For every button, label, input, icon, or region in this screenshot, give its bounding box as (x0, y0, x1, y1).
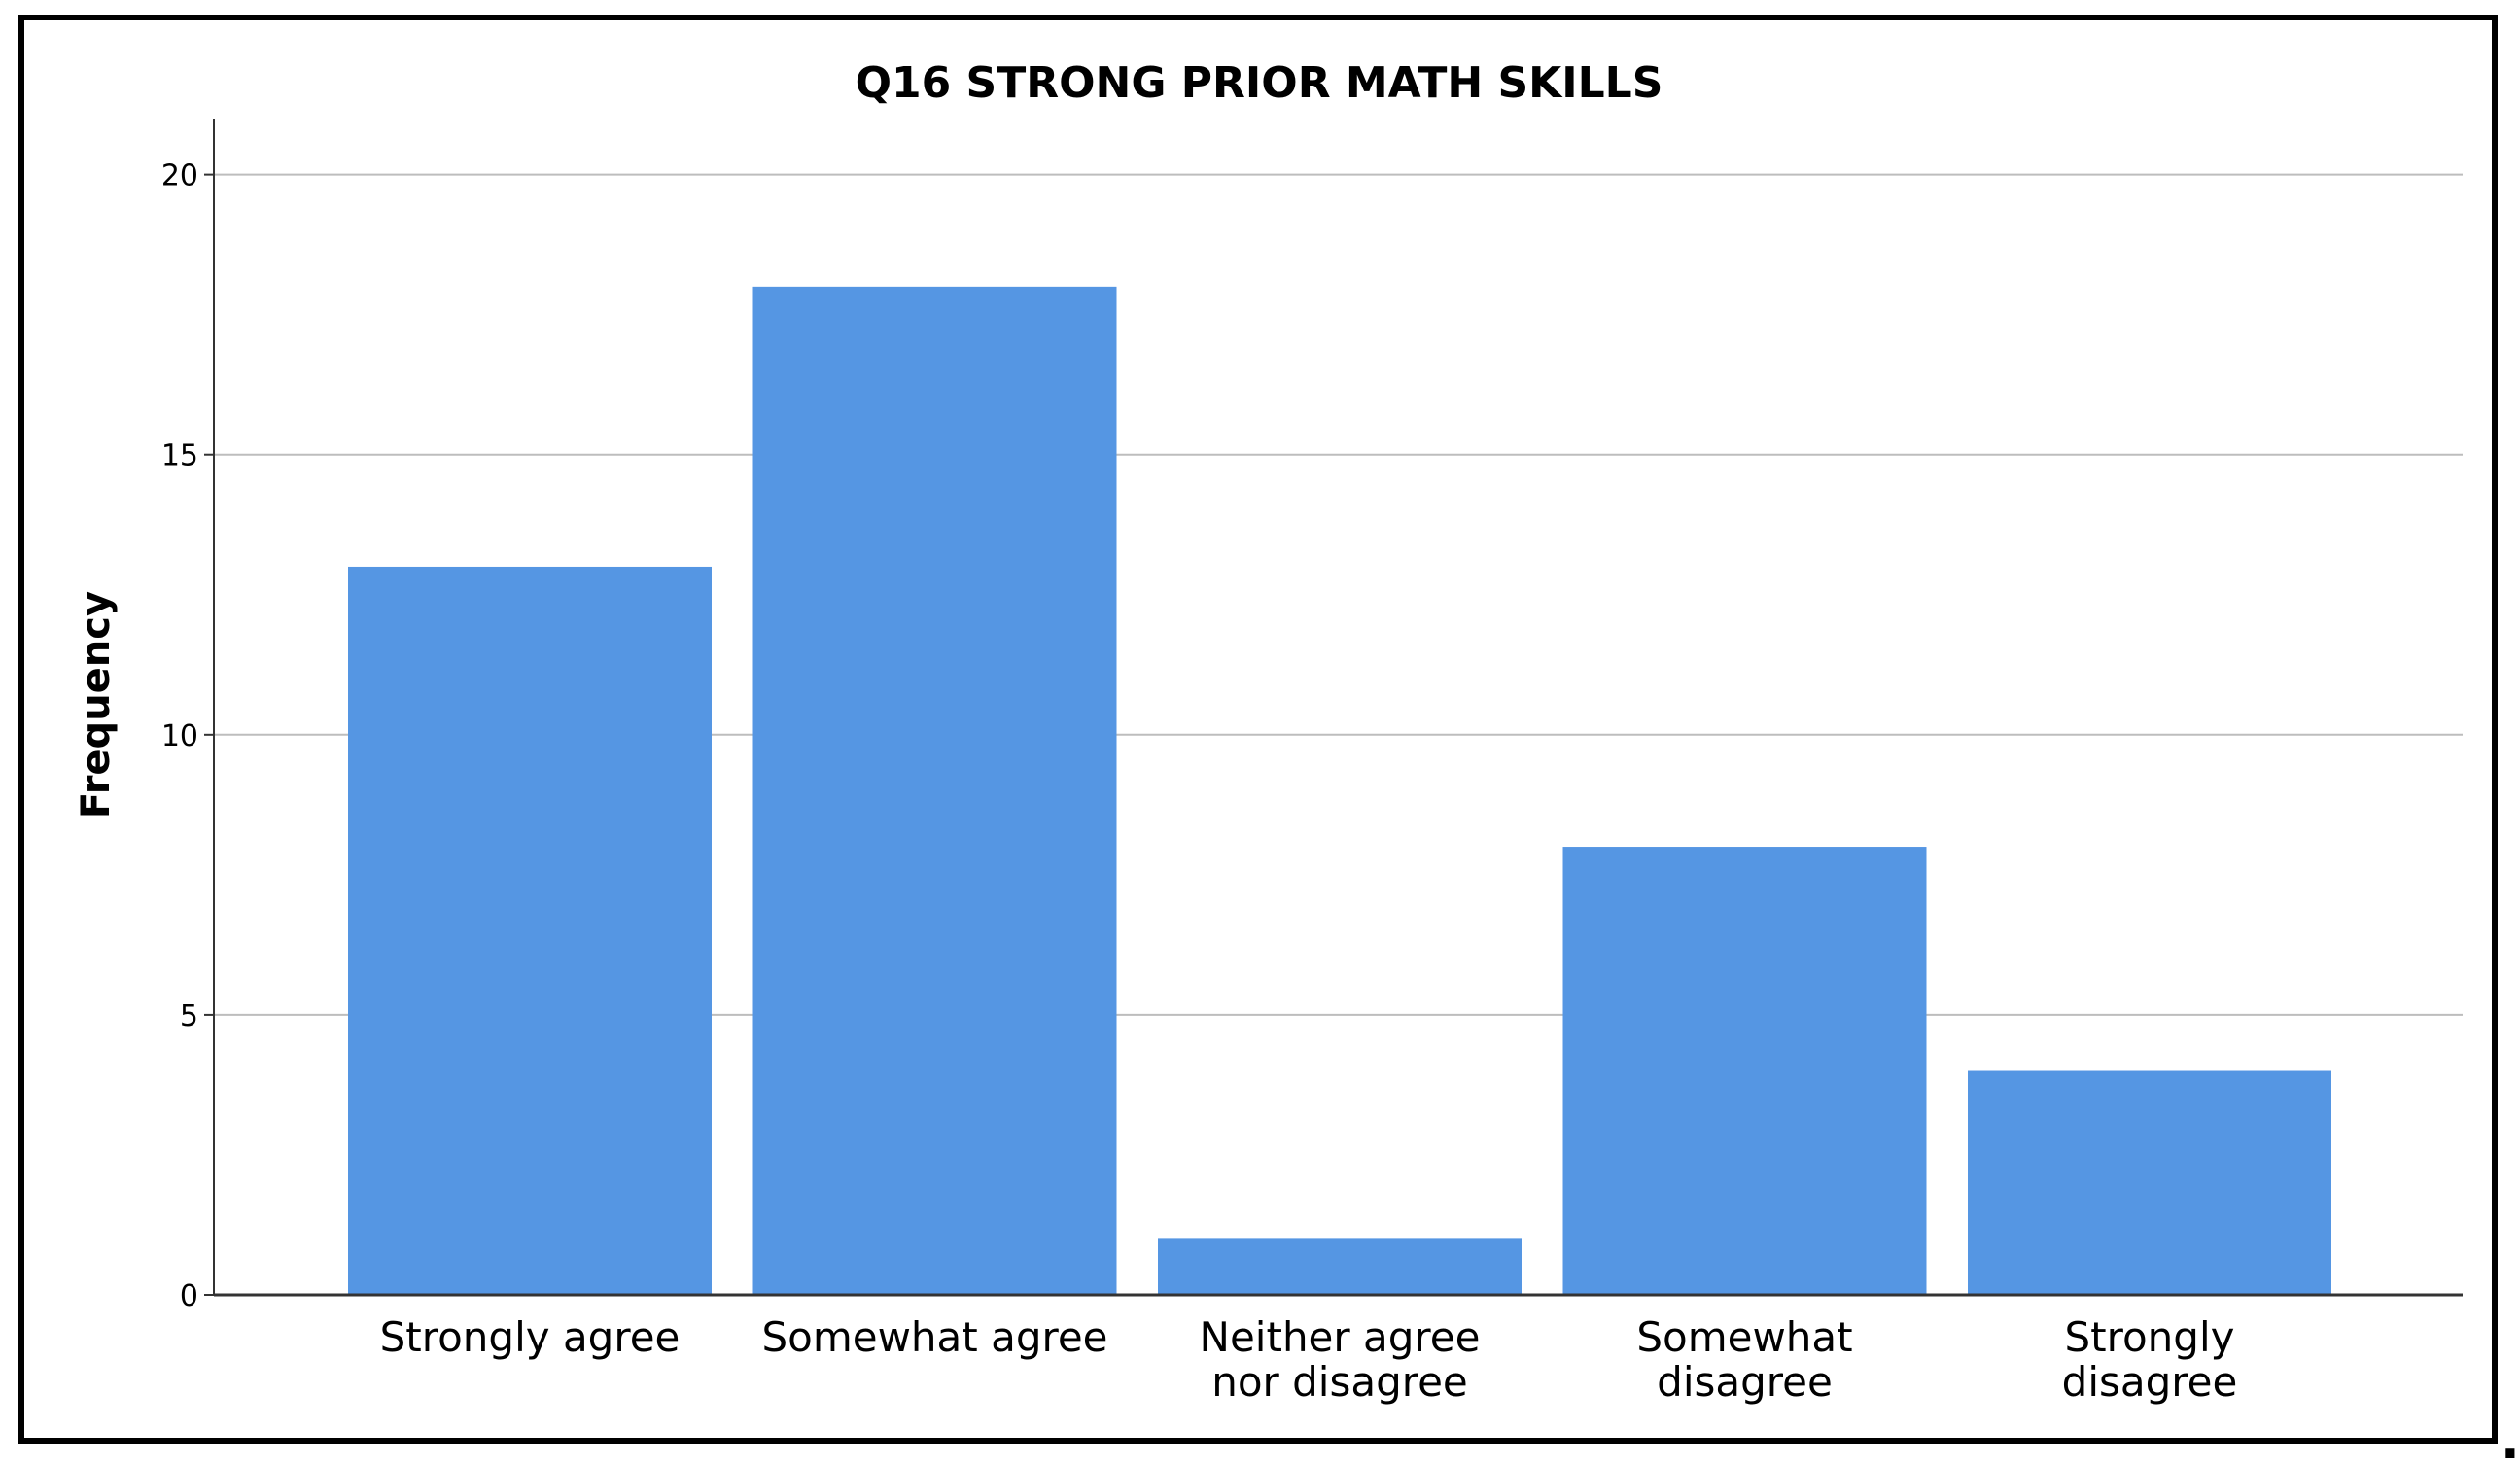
y-tick-label: 15 (161, 439, 198, 473)
y-axis-label: Frequency (74, 591, 119, 819)
x-tick-label: Strongly disagree (2062, 1313, 2238, 1406)
x-tick-label: Somewhat disagree (1636, 1313, 1852, 1406)
y-tick-label: 0 (180, 1279, 198, 1313)
y-tick-label: 20 (161, 159, 198, 193)
y-tick-label: 10 (161, 719, 198, 753)
x-tick-label-line: Somewhat (1636, 1313, 1852, 1361)
bar (1158, 1238, 1522, 1295)
x-tick-label-line: Somewhat agree (761, 1313, 1107, 1361)
x-tick-label-line: disagree (1657, 1358, 1833, 1406)
bar (348, 566, 712, 1295)
bars (348, 286, 2331, 1295)
x-tick-label: Neither agree nor disagree (1200, 1313, 1481, 1406)
bar (1968, 1070, 2331, 1295)
x-tick-label-line: Strongly (2065, 1313, 2235, 1361)
bar (1562, 847, 1927, 1295)
trailing-period: . (2501, 1412, 2520, 1464)
x-tick-label-line: Neither agree (1200, 1313, 1481, 1361)
x-tick-label-line: disagree (2062, 1358, 2238, 1406)
chart-title: Q16 STRONG PRIOR MATH SKILLS (856, 58, 1663, 108)
y-tick-labels: 0 5 10 15 20 (161, 159, 214, 1313)
x-tick-label: Strongly agree (380, 1313, 681, 1361)
x-tick-labels: Strongly agree Somewhat agree Neither agre… (380, 1313, 2238, 1406)
x-tick-label-line: nor disagree (1211, 1358, 1468, 1406)
x-tick-label-line: Strongly agree (380, 1313, 681, 1361)
bar (752, 286, 1117, 1295)
y-tick-label: 5 (180, 999, 198, 1033)
x-tick-label: Somewhat agree (761, 1313, 1107, 1361)
